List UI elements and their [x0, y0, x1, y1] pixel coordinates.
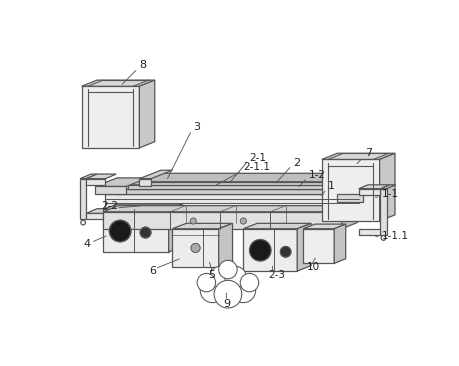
Circle shape	[140, 227, 151, 238]
Polygon shape	[342, 206, 357, 229]
Polygon shape	[140, 182, 332, 185]
Polygon shape	[297, 223, 311, 271]
Polygon shape	[86, 174, 116, 179]
Text: 6: 6	[149, 266, 157, 276]
Text: 1: 1	[328, 182, 335, 191]
Polygon shape	[334, 224, 346, 264]
Circle shape	[214, 280, 242, 308]
Circle shape	[250, 239, 271, 261]
Text: 2-1: 2-1	[250, 153, 267, 163]
Polygon shape	[381, 189, 386, 235]
Text: 1-2: 1-2	[309, 170, 326, 180]
Circle shape	[211, 269, 245, 303]
Text: 4: 4	[83, 239, 90, 249]
Polygon shape	[128, 185, 343, 190]
Circle shape	[109, 220, 131, 242]
Text: 1-1.1: 1-1.1	[382, 231, 409, 242]
Polygon shape	[82, 80, 155, 86]
Text: 8: 8	[140, 60, 146, 71]
Circle shape	[280, 246, 291, 257]
Polygon shape	[140, 179, 151, 186]
Circle shape	[231, 278, 256, 303]
Polygon shape	[359, 186, 381, 212]
Polygon shape	[80, 174, 97, 179]
Polygon shape	[116, 190, 351, 194]
Text: 2-3: 2-3	[268, 270, 285, 280]
Polygon shape	[359, 229, 381, 235]
Polygon shape	[103, 206, 357, 212]
Polygon shape	[105, 186, 381, 194]
Circle shape	[225, 266, 246, 288]
Polygon shape	[173, 223, 233, 229]
Circle shape	[218, 260, 237, 279]
Polygon shape	[243, 229, 297, 271]
Polygon shape	[173, 229, 218, 267]
Polygon shape	[116, 181, 373, 190]
Text: 2-2: 2-2	[101, 201, 118, 210]
Text: 2: 2	[293, 158, 301, 168]
Polygon shape	[359, 189, 381, 195]
Polygon shape	[218, 223, 233, 267]
Polygon shape	[168, 204, 183, 252]
Polygon shape	[322, 160, 380, 221]
Polygon shape	[86, 213, 106, 220]
Polygon shape	[140, 170, 173, 179]
Polygon shape	[322, 153, 395, 160]
Polygon shape	[103, 209, 168, 252]
Circle shape	[190, 218, 196, 224]
Text: 10: 10	[307, 262, 319, 272]
Polygon shape	[381, 185, 396, 189]
Polygon shape	[86, 209, 116, 213]
Polygon shape	[82, 86, 140, 148]
Circle shape	[240, 273, 259, 292]
Polygon shape	[103, 204, 183, 209]
Polygon shape	[86, 179, 106, 185]
Polygon shape	[103, 212, 342, 229]
Polygon shape	[95, 186, 126, 194]
Circle shape	[191, 243, 200, 253]
Polygon shape	[243, 223, 311, 229]
Polygon shape	[380, 153, 395, 221]
Polygon shape	[359, 185, 390, 189]
Text: 1-1: 1-1	[382, 189, 399, 199]
Polygon shape	[95, 178, 148, 186]
Polygon shape	[140, 80, 155, 148]
Text: 9: 9	[223, 299, 230, 309]
Polygon shape	[140, 173, 353, 182]
Text: 7: 7	[365, 148, 372, 158]
Circle shape	[197, 273, 216, 292]
Text: 3: 3	[193, 122, 200, 132]
Circle shape	[381, 236, 386, 240]
Polygon shape	[80, 179, 86, 220]
Text: 5: 5	[209, 270, 216, 280]
Circle shape	[240, 218, 246, 224]
Polygon shape	[303, 224, 346, 229]
Polygon shape	[337, 194, 363, 202]
Circle shape	[81, 220, 85, 225]
Circle shape	[209, 266, 231, 288]
Polygon shape	[303, 229, 334, 264]
Text: 2-1.1: 2-1.1	[243, 162, 270, 172]
Polygon shape	[128, 176, 365, 185]
Circle shape	[200, 278, 225, 303]
Polygon shape	[105, 194, 359, 212]
Polygon shape	[138, 181, 373, 186]
